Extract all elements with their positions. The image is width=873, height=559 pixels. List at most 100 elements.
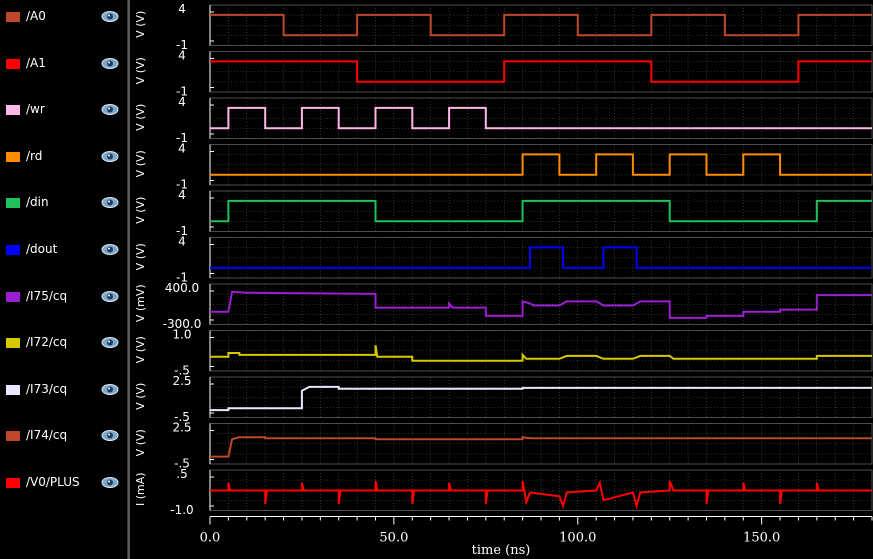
y-tick-label: 4 (178, 2, 186, 16)
legend-swatch (6, 58, 20, 69)
eye-icon[interactable] (101, 150, 119, 163)
eye-icon[interactable] (101, 476, 119, 489)
legend-swatch (6, 151, 20, 162)
legend-label: /V0/PLUS (26, 475, 80, 489)
x-tick-label: 150.0 (743, 531, 780, 546)
legend-label: /dout (26, 242, 58, 256)
trace-i72-cq (210, 345, 872, 362)
y-tick-label: -.5 (174, 410, 190, 424)
legend-label: /I75/cq (26, 288, 68, 303)
legend-swatch (6, 291, 20, 302)
y-axis-label: V (V) (134, 57, 147, 84)
legend-label: /A0 (26, 9, 46, 23)
y-tick-label: -.5 (174, 364, 190, 378)
y-tick-label: -300.0 (163, 317, 202, 331)
y-axis-label: V (mV) (134, 284, 147, 322)
eye-icon[interactable] (101, 10, 119, 23)
y-axis-label: V (V) (134, 383, 147, 410)
y-tick-label: 2.5 (172, 374, 191, 388)
trace-din (210, 199, 872, 223)
panel-v0-plus: I (mA) .5 -1.0 (134, 467, 873, 517)
y-tick-label: -1 (176, 85, 188, 99)
panel-dout: V (V) 4 -1 (134, 235, 873, 285)
panel-i74-cq: V (V) 2.5 -.5 (134, 421, 873, 471)
y-axis-label: I (mA) (134, 472, 147, 506)
legend-swatch (6, 12, 20, 22)
panel-i75-cq: V (mV) 400.0 -300.0 (134, 281, 873, 331)
legend-item-dout[interactable]: /dout (0, 240, 127, 260)
x-axis-label: time (ns) (472, 543, 531, 558)
x-tick-label: 50.0 (379, 531, 408, 546)
panel-i73-cq: V (V) 2.5 -.5 (134, 374, 873, 424)
x-tick-label: 0.0 (200, 531, 221, 546)
eye-icon[interactable] (101, 243, 119, 256)
y-tick-label: -1.0 (170, 503, 193, 517)
trace-dout (210, 246, 872, 269)
panel-a0: V (V) 4 -1 (134, 2, 873, 52)
y-tick-label: -1 (176, 271, 188, 285)
eye-icon[interactable] (101, 429, 119, 442)
y-tick-label: 2.5 (172, 421, 191, 435)
y-axis-label: V (V) (134, 429, 147, 456)
y-tick-label: -1 (176, 131, 188, 145)
x-tick-label: 100.0 (559, 531, 596, 546)
eye-icon[interactable] (101, 290, 119, 303)
legend-label: /wr (26, 102, 45, 117)
panel-rd: V (V) 4 -1 (134, 142, 873, 192)
legend-item-v0-plus[interactable]: /V0/PLUS (0, 473, 127, 493)
legend-swatch (6, 384, 20, 395)
trace-i73-cq (210, 385, 872, 412)
legend-label: /I74/cq (26, 428, 68, 443)
legend-item-a0[interactable]: /A0 (0, 7, 127, 27)
y-tick-label: 1.0 (172, 328, 191, 342)
y-tick-label: -1 (176, 178, 188, 192)
legend-item-i74-cq[interactable]: /I74/cq (0, 426, 127, 446)
trace-wr (210, 106, 872, 130)
legend-item-wr[interactable]: /wr (0, 100, 127, 120)
legend-panel: /A0/A1/wr/rd/din/dout/I75/cq/I72/cq/I73/… (0, 0, 128, 559)
legend-item-a1[interactable]: /A1 (0, 54, 127, 74)
legend-item-i73-cq[interactable]: /I73/cq (0, 380, 127, 400)
y-tick-label: .5 (176, 467, 187, 481)
legend-swatch (6, 245, 20, 255)
eye-icon[interactable] (101, 383, 119, 396)
legend-item-din[interactable]: /din (0, 193, 127, 213)
y-tick-label: -.5 (174, 457, 190, 471)
y-axis-label: V (V) (134, 150, 147, 177)
legend-swatch (6, 478, 20, 488)
eye-icon[interactable] (101, 336, 119, 349)
legend-swatch (6, 431, 20, 442)
legend-label: /I72/cq (26, 335, 68, 350)
panel-wr: V (V) 4 -1 (134, 95, 873, 145)
y-tick-label: 4 (178, 235, 186, 249)
y-tick-label: 400.0 (165, 281, 199, 295)
trace-rd (210, 153, 872, 176)
eye-icon[interactable] (101, 57, 119, 70)
legend-swatch (6, 198, 20, 209)
trace-v0-plus (210, 479, 872, 510)
y-tick-label: -1 (176, 38, 188, 52)
x-axis: 0.0 50.0 100.0 150.0 time (ns) (200, 516, 873, 558)
y-axis-label: V (V) (134, 336, 147, 363)
y-tick-label: 4 (178, 188, 186, 202)
y-axis-label: V (V) (134, 104, 147, 131)
legend-label: /A1 (26, 55, 46, 70)
y-tick-label: 4 (178, 95, 186, 109)
panel-i72-cq: V (V) 1.0 -.5 (134, 328, 873, 378)
legend-label: /din (26, 195, 49, 210)
trace-a0 (210, 13, 872, 37)
y-axis-label: V (V) (134, 197, 147, 224)
legend-item-rd[interactable]: /rd (0, 147, 127, 167)
panel-divider[interactable] (128, 0, 130, 559)
waveform-plot: V (V)4-1V (V)4-1V (V)4-1V (V)4-1V (V)4-1… (134, 2, 873, 558)
y-axis-label: V (V) (134, 11, 147, 38)
legend-label: /rd (26, 148, 43, 163)
legend-item-i75-cq[interactable]: /I75/cq (0, 287, 127, 307)
legend-item-i72-cq[interactable]: /I72/cq (0, 333, 127, 353)
eye-icon[interactable] (101, 103, 119, 116)
trace-a1 (210, 60, 872, 83)
trace-i74-cq (210, 436, 872, 458)
y-axis-label: V (V) (134, 243, 147, 270)
panel-din: V (V) 4 -1 (134, 188, 873, 238)
eye-icon[interactable] (101, 196, 119, 209)
